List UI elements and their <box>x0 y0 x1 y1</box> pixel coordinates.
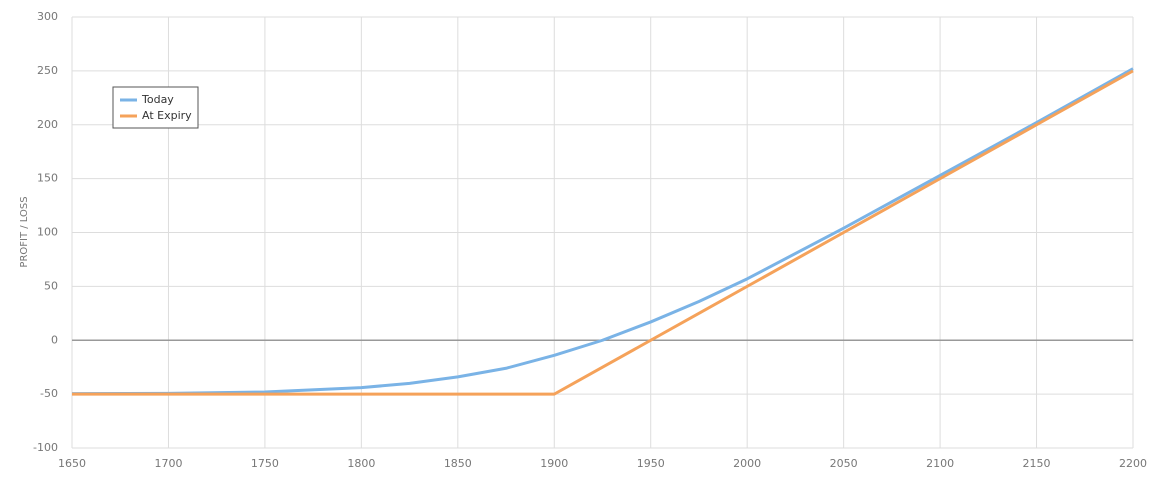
y-tick-label: 300 <box>37 10 58 23</box>
x-tick-label: 2050 <box>830 457 858 470</box>
x-tick-label: 1850 <box>444 457 472 470</box>
y-tick-label: 50 <box>44 279 58 292</box>
x-tick-label: 1900 <box>540 457 568 470</box>
x-tick-label: 1800 <box>347 457 375 470</box>
x-tick-label: 2150 <box>1023 457 1051 470</box>
x-tick-label: 1650 <box>58 457 86 470</box>
line <box>71 67 1134 396</box>
legend-label: At Expiry <box>142 109 192 122</box>
y-tick-label: 250 <box>37 64 58 77</box>
y-tick-label: -100 <box>33 441 58 454</box>
x-tick-label: 1950 <box>637 457 665 470</box>
x-tick-label: 2200 <box>1119 457 1147 470</box>
x-tick-label: 2100 <box>926 457 954 470</box>
legend-label: Today <box>141 93 174 106</box>
legend: Today At Expiry <box>112 86 199 129</box>
y-tick-label: 150 <box>37 172 58 185</box>
x-tick-label: 1750 <box>251 457 279 470</box>
y-axis-label: PROFIT / LOSS <box>19 196 30 267</box>
legend-box <box>112 86 199 129</box>
x-tick-label: 2000 <box>733 457 761 470</box>
y-tick-label: 100 <box>37 226 58 239</box>
y-tick-label: 200 <box>37 118 58 131</box>
y-tick-label: 0 <box>51 333 58 346</box>
x-tick-label: 1700 <box>154 457 182 470</box>
line <box>72 69 1134 396</box>
y-tick-label: -50 <box>40 387 58 400</box>
